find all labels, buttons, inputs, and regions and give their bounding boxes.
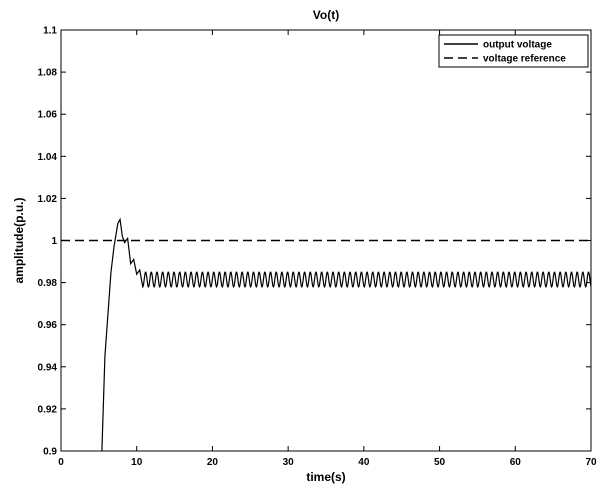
y-tick-label: 1.02: [38, 194, 58, 205]
y-tick-label: 1.1: [43, 26, 57, 37]
legend-box: [438, 34, 589, 68]
legend-entry-output-voltage: output voltage: [483, 40, 552, 51]
y-tick-label: 0.94: [38, 362, 58, 373]
x-tick-label: 10: [131, 457, 143, 468]
y-tick-label: 0.96: [38, 320, 58, 331]
y-tick-label: 0.92: [38, 404, 58, 415]
chart-title: Vo(t): [313, 8, 339, 22]
x-tick-label: 40: [358, 457, 370, 468]
y-tick-label: 1.04: [38, 152, 58, 163]
x-tick-label: 20: [207, 457, 219, 468]
y-axis-label: amplitude(p.u.): [12, 198, 26, 284]
x-axis-label: time(s): [306, 470, 345, 484]
series-layer: [61, 217, 591, 451]
x-tick-label: 50: [434, 457, 446, 468]
series-output-voltage: [101, 217, 591, 451]
y-tick-label: 1: [51, 236, 57, 247]
y-tick-label: 1.08: [38, 68, 58, 79]
y-tick-label: 0.9: [43, 447, 57, 458]
y-tick-label: 0.98: [38, 278, 58, 289]
x-tick-label: 70: [585, 457, 597, 468]
x-tick-label: 0: [58, 457, 64, 468]
legend: output voltage voltage reference: [438, 34, 589, 68]
y-tick-label: 1.06: [38, 110, 58, 121]
legend-entry-voltage-reference: voltage reference: [483, 54, 566, 65]
tick-layer: 0 10 20 30 40 50 60 70 0.9 0.92 0.94 0.96 0.98 1 1.02 1…: [38, 26, 597, 469]
x-tick-label: 60: [510, 457, 522, 468]
x-tick-label: 30: [283, 457, 295, 468]
